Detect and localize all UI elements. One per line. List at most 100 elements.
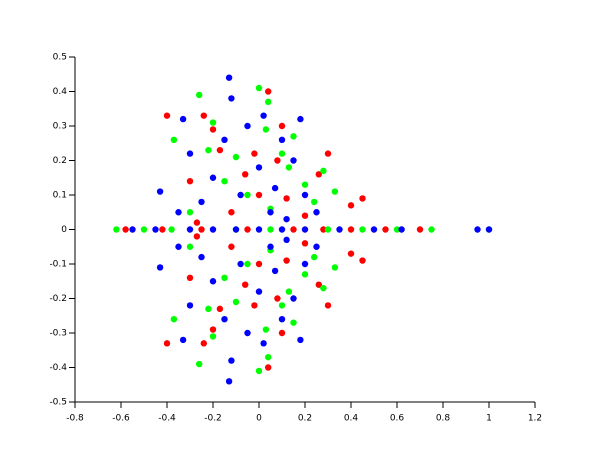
point bbox=[255, 288, 263, 295]
point bbox=[474, 226, 481, 233]
y-tick-label: 0.1 bbox=[53, 191, 67, 201]
y-tick-label: 0.5 bbox=[53, 53, 67, 63]
point bbox=[237, 191, 244, 199]
y-tick-label: -0.5 bbox=[49, 398, 67, 408]
point bbox=[274, 157, 281, 164]
point bbox=[244, 191, 251, 199]
x-tick-label: -0.4 bbox=[158, 414, 176, 424]
point bbox=[347, 250, 355, 257]
point bbox=[262, 126, 270, 133]
x-tick-label: 1.2 bbox=[528, 414, 542, 424]
point bbox=[315, 281, 322, 288]
point bbox=[265, 88, 272, 95]
point bbox=[265, 353, 272, 361]
point bbox=[485, 226, 493, 233]
point bbox=[260, 112, 267, 119]
point bbox=[244, 226, 251, 233]
point bbox=[179, 115, 187, 123]
point bbox=[290, 226, 297, 233]
point bbox=[311, 253, 318, 261]
y-tick-label: -0.3 bbox=[49, 329, 67, 339]
y-tick-label: 0.2 bbox=[53, 156, 67, 166]
point bbox=[278, 150, 286, 157]
point bbox=[255, 367, 263, 375]
point bbox=[290, 295, 297, 302]
point bbox=[186, 302, 194, 309]
x-tick-label: 1 bbox=[486, 414, 492, 424]
x-tick-label: 0.6 bbox=[390, 414, 405, 424]
point bbox=[320, 284, 327, 292]
point bbox=[209, 126, 217, 133]
point bbox=[301, 240, 309, 247]
point bbox=[255, 191, 263, 199]
point bbox=[198, 253, 205, 261]
point bbox=[301, 212, 309, 219]
point bbox=[331, 264, 339, 271]
y-tick-label: -0.4 bbox=[49, 363, 67, 373]
point bbox=[251, 150, 258, 157]
point bbox=[313, 243, 320, 250]
point bbox=[285, 164, 293, 171]
x-tick-label: 0.4 bbox=[344, 414, 359, 424]
point bbox=[193, 219, 201, 226]
point bbox=[186, 209, 194, 216]
x-tick-label: -0.8 bbox=[66, 414, 84, 424]
point bbox=[209, 119, 217, 126]
point bbox=[255, 164, 263, 171]
point bbox=[186, 150, 194, 157]
point bbox=[265, 364, 272, 371]
point bbox=[156, 264, 164, 271]
point bbox=[301, 226, 309, 233]
point bbox=[122, 226, 129, 233]
point bbox=[242, 281, 249, 288]
point bbox=[186, 178, 194, 185]
point bbox=[193, 233, 201, 240]
point bbox=[179, 336, 187, 344]
point bbox=[283, 236, 290, 244]
point bbox=[163, 112, 171, 119]
point bbox=[159, 226, 166, 233]
point bbox=[209, 174, 217, 181]
point bbox=[232, 298, 240, 306]
point bbox=[205, 305, 212, 313]
point bbox=[228, 243, 235, 250]
point bbox=[283, 195, 290, 202]
point bbox=[324, 302, 332, 309]
point bbox=[324, 226, 332, 233]
point bbox=[274, 295, 281, 302]
point bbox=[113, 226, 120, 233]
point bbox=[320, 226, 327, 233]
point bbox=[232, 226, 240, 233]
point bbox=[186, 274, 194, 281]
point bbox=[221, 136, 228, 143]
point bbox=[232, 153, 240, 161]
point bbox=[359, 257, 366, 264]
point bbox=[278, 302, 286, 309]
point bbox=[175, 243, 182, 250]
point bbox=[198, 198, 205, 206]
point bbox=[428, 226, 435, 233]
point bbox=[228, 357, 235, 364]
point bbox=[152, 226, 159, 233]
point bbox=[416, 226, 424, 233]
point bbox=[267, 226, 274, 233]
point bbox=[221, 316, 228, 323]
point bbox=[393, 226, 401, 233]
point bbox=[244, 260, 251, 268]
point bbox=[216, 305, 224, 313]
point bbox=[278, 316, 286, 323]
point bbox=[301, 191, 309, 199]
point bbox=[168, 226, 175, 233]
y-tick-label: 0.4 bbox=[53, 87, 68, 97]
point bbox=[228, 209, 235, 216]
point bbox=[209, 333, 217, 340]
point bbox=[285, 288, 293, 295]
y-tick-label: 0.3 bbox=[53, 122, 67, 132]
point bbox=[315, 171, 322, 178]
x-tick-label: 0.8 bbox=[436, 414, 451, 424]
point bbox=[170, 316, 178, 323]
point bbox=[283, 257, 290, 264]
point bbox=[205, 146, 212, 154]
point bbox=[225, 74, 233, 81]
point bbox=[200, 112, 207, 119]
